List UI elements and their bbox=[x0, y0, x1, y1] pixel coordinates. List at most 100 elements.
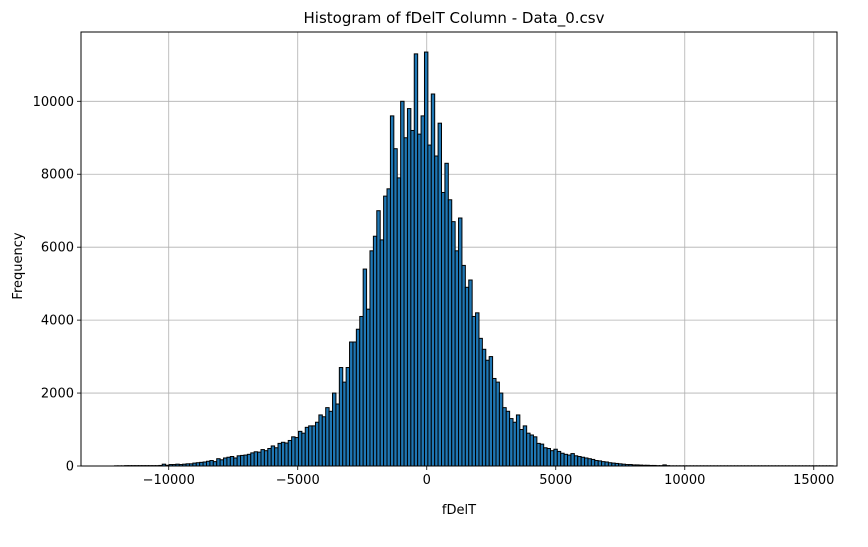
histogram-bar bbox=[519, 429, 524, 467]
x-tick-label: 0 bbox=[423, 473, 431, 488]
histogram-bar bbox=[475, 312, 480, 467]
histogram-bar bbox=[468, 279, 473, 467]
histogram-bar bbox=[423, 51, 429, 467]
histogram-bar bbox=[280, 441, 286, 467]
histogram-bar bbox=[577, 456, 582, 467]
histogram-bar bbox=[481, 348, 487, 467]
histogram-bar bbox=[345, 367, 351, 467]
histogram-bar bbox=[570, 453, 575, 467]
x-tick-label: −10000 bbox=[143, 473, 195, 488]
histogram-bar bbox=[366, 308, 371, 467]
histogram-bar bbox=[587, 458, 592, 467]
histogram-bar bbox=[464, 286, 470, 467]
histogram-bar bbox=[590, 458, 596, 467]
histogram-bar bbox=[427, 144, 432, 467]
histogram-bar bbox=[567, 454, 572, 467]
histogram-bar bbox=[297, 430, 303, 467]
plot-area: −10000 −5000 0 5000 10000 15000 0 2000 4000 6000… bbox=[33, 31, 838, 488]
histogram-bar bbox=[451, 221, 456, 467]
histogram-bar bbox=[359, 315, 364, 467]
histogram-bar bbox=[314, 421, 320, 467]
histogram-bar bbox=[461, 264, 466, 467]
histogram-bar bbox=[321, 416, 327, 467]
histogram-bar bbox=[447, 199, 453, 467]
histogram-bar bbox=[325, 407, 330, 467]
histogram-bar bbox=[219, 459, 225, 467]
histogram-bar bbox=[226, 456, 231, 467]
histogram-bar bbox=[209, 460, 214, 467]
histogram-bar bbox=[216, 458, 221, 467]
histogram-bar bbox=[563, 453, 569, 467]
histogram-bar bbox=[267, 447, 272, 467]
histogram-bar bbox=[352, 341, 357, 467]
y-tick-label: 2000 bbox=[41, 387, 74, 402]
histogram-bar bbox=[260, 449, 265, 467]
histogram-bar bbox=[291, 436, 296, 467]
histogram-bar bbox=[206, 460, 211, 467]
histogram-bar bbox=[509, 418, 514, 467]
histogram-bar bbox=[263, 450, 269, 467]
histogram-bars bbox=[114, 51, 834, 467]
y-tick-label: 0 bbox=[66, 460, 74, 475]
histogram-bar bbox=[229, 456, 235, 467]
histogram-bar bbox=[441, 191, 446, 467]
histogram-bar bbox=[485, 359, 490, 467]
y-axis-ticks: 0 2000 4000 6000 8000 10000 bbox=[33, 95, 81, 475]
histogram-bar bbox=[549, 450, 555, 467]
histogram-bar bbox=[277, 442, 282, 467]
histogram-bar bbox=[417, 133, 422, 467]
histogram-bar bbox=[601, 461, 606, 467]
y-tick-label: 4000 bbox=[41, 314, 74, 329]
histogram-bar bbox=[349, 341, 354, 467]
histogram-bar bbox=[284, 442, 289, 467]
histogram-bar bbox=[362, 268, 368, 467]
chart-title: Histogram of fDelT Column - Data_0.csv bbox=[304, 9, 605, 28]
histogram-bar bbox=[526, 432, 531, 467]
histogram-bar bbox=[202, 461, 208, 467]
x-tick-label: 10000 bbox=[664, 473, 705, 488]
histogram-bar bbox=[434, 155, 439, 467]
histogram-bar bbox=[498, 392, 504, 467]
histogram-bar bbox=[580, 456, 586, 467]
histogram-bar bbox=[543, 447, 548, 467]
histogram-bar bbox=[335, 403, 340, 467]
histogram-bar bbox=[396, 177, 402, 467]
y-tick-label: 10000 bbox=[33, 95, 74, 110]
histogram-bar bbox=[471, 315, 477, 467]
x-axis-ticks: −10000 −5000 0 5000 10000 15000 bbox=[143, 466, 834, 488]
x-axis-label: fDelT bbox=[442, 503, 476, 518]
histogram-bar bbox=[240, 454, 245, 467]
histogram-bar bbox=[287, 439, 293, 467]
histogram-bar bbox=[560, 452, 565, 467]
histogram-bar bbox=[332, 392, 337, 467]
histogram-bar bbox=[458, 217, 463, 467]
histogram-bar bbox=[539, 443, 545, 467]
histogram-bar bbox=[403, 137, 408, 467]
histogram-bar bbox=[444, 162, 449, 467]
histogram-bar bbox=[478, 337, 483, 467]
histogram-bar bbox=[274, 447, 279, 467]
histogram-bar bbox=[212, 461, 218, 467]
histogram-bar bbox=[355, 328, 361, 467]
histogram-bar bbox=[515, 414, 521, 467]
histogram-bar bbox=[389, 115, 395, 467]
histogram-bar bbox=[413, 53, 419, 467]
histogram-bar bbox=[338, 367, 344, 467]
histogram-bar bbox=[369, 250, 374, 467]
histogram-bar bbox=[512, 421, 517, 467]
histogram-bar bbox=[522, 425, 528, 467]
histogram-bar bbox=[532, 436, 538, 467]
histogram-bar bbox=[250, 452, 255, 467]
axes-frame bbox=[80, 31, 838, 467]
histogram-bar bbox=[400, 100, 405, 467]
histogram-bar bbox=[406, 108, 412, 467]
histogram-bar bbox=[304, 426, 310, 467]
histogram-bar bbox=[437, 122, 443, 467]
histogram-bar bbox=[454, 250, 460, 467]
y-tick-label: 8000 bbox=[41, 168, 74, 183]
y-tick-label: 6000 bbox=[41, 241, 74, 256]
histogram-bar bbox=[505, 410, 511, 467]
histogram-bar bbox=[223, 457, 228, 467]
histogram-bar bbox=[301, 432, 306, 467]
